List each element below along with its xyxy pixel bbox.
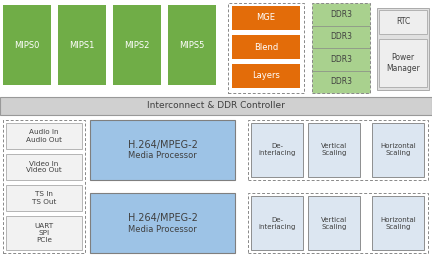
Text: Interconnect & DDR Controller: Interconnect & DDR Controller [147,101,285,110]
Text: Horizontal
Scaling: Horizontal Scaling [380,217,416,230]
Bar [248,193,428,253]
Bar [0,97,432,115]
Text: Vertical
Scaling: Vertical Scaling [321,144,347,157]
Text: RTC: RTC [396,17,410,27]
Bar [308,196,360,250]
Bar [6,185,82,211]
Text: Layers: Layers [252,72,280,81]
Text: H.264/MPEG-2: H.264/MPEG-2 [127,213,197,223]
Bar [312,3,370,93]
Text: DDR3: DDR3 [330,77,352,86]
Bar [113,5,161,85]
Bar [232,6,300,30]
Text: De-
interlacing: De- interlacing [258,217,295,230]
Bar [379,10,427,34]
Bar [377,8,429,90]
Bar [372,123,424,177]
Text: Media Processor: Media Processor [128,224,197,233]
Text: Vertical
Scaling: Vertical Scaling [321,217,347,230]
Text: Power
Manager: Power Manager [386,53,420,73]
Bar [168,5,216,85]
Bar [6,123,82,149]
Bar [372,196,424,250]
Text: Blend: Blend [254,42,278,51]
Bar [251,196,303,250]
Text: MIPS2: MIPS2 [124,41,149,49]
Bar [6,216,82,250]
Bar [251,123,303,177]
Text: Media Processor: Media Processor [128,152,197,160]
Text: DDR3: DDR3 [330,32,352,41]
Text: TS In
TS Out: TS In TS Out [32,192,56,205]
Text: DDR3: DDR3 [330,10,352,19]
Bar [3,120,85,253]
Text: DDR3: DDR3 [330,55,352,64]
Bar [248,120,428,180]
Bar [6,154,82,180]
Bar [90,193,235,253]
Text: De-
interlacing: De- interlacing [258,144,295,157]
Text: MIPS0: MIPS0 [14,41,40,49]
Text: MGE: MGE [257,14,276,23]
Bar [90,120,235,180]
Text: H.264/MPEG-2: H.264/MPEG-2 [127,140,197,150]
Text: UART
SPI
PCIe: UART SPI PCIe [35,223,54,243]
Bar [3,5,51,85]
Text: Audio In
Audio Out: Audio In Audio Out [26,129,62,142]
Text: Video In
Video Out: Video In Video Out [26,160,62,173]
Text: MIPS1: MIPS1 [69,41,95,49]
Bar [308,123,360,177]
Bar [58,5,106,85]
Bar [232,35,300,59]
Bar [379,39,427,87]
Bar [232,64,300,88]
Bar [228,3,304,93]
Text: Horizontal
Scaling: Horizontal Scaling [380,144,416,157]
Text: MIPS5: MIPS5 [179,41,205,49]
